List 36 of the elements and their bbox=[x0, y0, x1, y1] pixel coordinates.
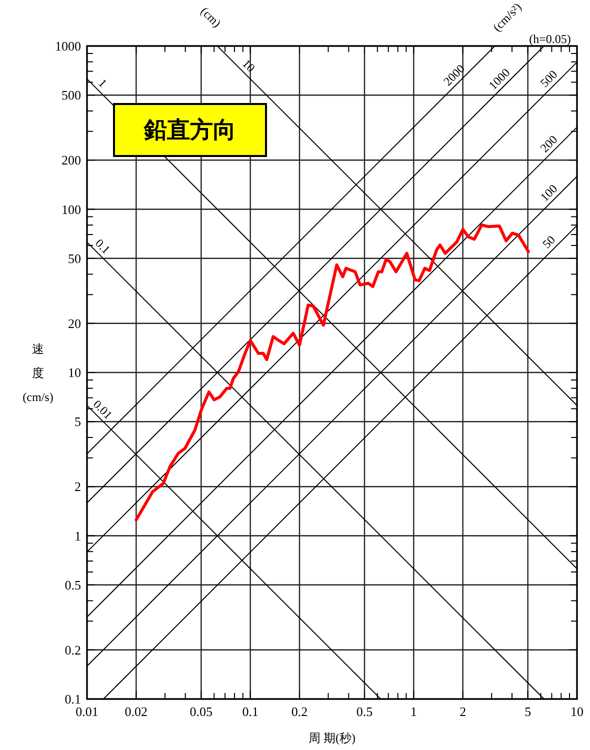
y-tick-label: 0.1 bbox=[64, 692, 81, 706]
x-tick-label: 0.5 bbox=[356, 704, 373, 719]
y-tick-label: 500 bbox=[62, 88, 81, 103]
y-tick-label: 20 bbox=[68, 316, 81, 331]
annotation: 500 bbox=[538, 67, 560, 90]
y-tick-label: 1000 bbox=[55, 38, 81, 54]
text: (cm) bbox=[198, 4, 224, 30]
annotation: 1 bbox=[96, 76, 110, 90]
y-tick-label: 50 bbox=[68, 250, 81, 266]
annotation: 100 bbox=[538, 182, 560, 204]
y-tick-label: 1 bbox=[74, 528, 81, 544]
annotation: 200 bbox=[538, 132, 560, 156]
x-axis-title: 周 期(秒) bbox=[308, 731, 356, 745]
y-tick-label: 0.5 bbox=[64, 577, 81, 592]
x-tick-label: 0.02 bbox=[124, 704, 148, 719]
x-tick-label: 5 bbox=[524, 704, 532, 719]
annotation: 0.01 bbox=[90, 397, 116, 422]
annotation: 0.1 bbox=[92, 236, 113, 257]
y-tick-label: 200 bbox=[62, 152, 81, 168]
x-tick-label: 0.01 bbox=[76, 704, 98, 719]
y-tick-label: 100 bbox=[62, 202, 81, 217]
y-tick-label: 0.2 bbox=[64, 642, 81, 658]
text: 鉛直方向 bbox=[143, 116, 236, 144]
x-tick-label: 2 bbox=[460, 704, 466, 719]
x-tick-label: 0.05 bbox=[190, 704, 213, 719]
y-tick-label: 2 bbox=[74, 479, 81, 494]
x-tick-label: 0.1 bbox=[242, 704, 258, 719]
y-axis-title: 速度(cm/s) bbox=[22, 342, 54, 404]
y-tick-label: 10 bbox=[68, 365, 81, 380]
x-tick-label: 0.2 bbox=[291, 704, 308, 719]
x-tick-label: 1 bbox=[410, 704, 417, 719]
x-tick-label: 10 bbox=[570, 704, 584, 719]
annotation: 10 bbox=[240, 56, 258, 75]
text: (h=0.05) bbox=[529, 32, 571, 46]
annotation: 50 bbox=[540, 232, 558, 252]
y-tick-label: 5 bbox=[74, 414, 81, 430]
